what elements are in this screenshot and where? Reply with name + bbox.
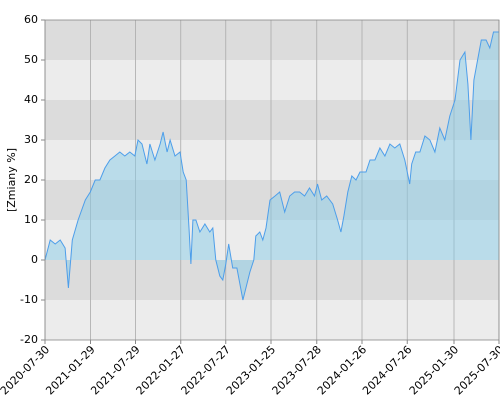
y-tick-label: 20 bbox=[24, 173, 38, 186]
background-band bbox=[45, 60, 499, 100]
x-tick-label: 2024-07-26 bbox=[360, 343, 414, 397]
area-fill bbox=[45, 32, 499, 300]
y-tick-label: 50 bbox=[24, 53, 38, 66]
y-tick-label: 40 bbox=[24, 93, 38, 106]
background-band bbox=[45, 20, 499, 60]
y-axis-label: [Zmiany %] bbox=[5, 148, 18, 212]
line bbox=[44, 31, 499, 301]
y-tick-label: -20 bbox=[20, 333, 38, 346]
background-band bbox=[45, 100, 499, 140]
y-tick-label: 10 bbox=[24, 213, 38, 226]
y-tick-label: 30 bbox=[24, 133, 38, 146]
y-tick-label: -10 bbox=[20, 293, 38, 306]
background-band bbox=[45, 260, 499, 300]
y-tick-label: 60 bbox=[24, 13, 38, 26]
background-band bbox=[45, 300, 499, 340]
y-tick-label: 0 bbox=[31, 253, 38, 266]
plot-frame bbox=[44, 19, 500, 341]
